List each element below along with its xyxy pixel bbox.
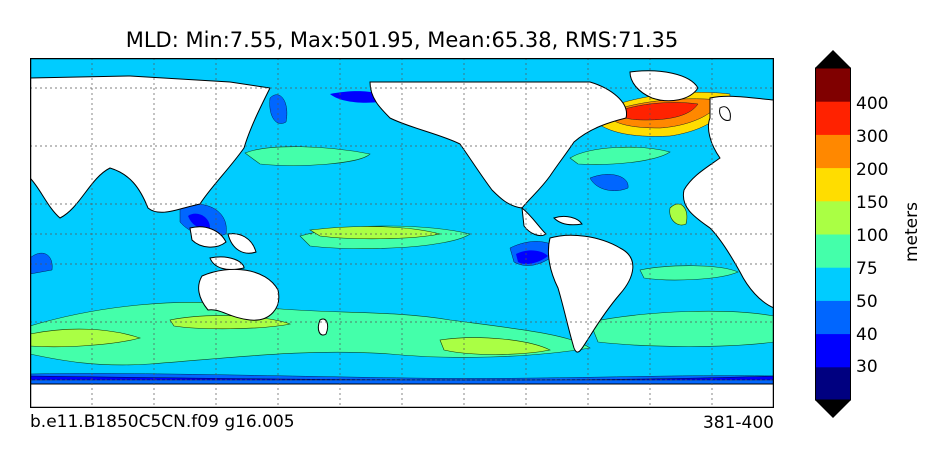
- colorbar-segment: [815, 134, 851, 169]
- year-range: 381-400: [702, 413, 774, 433]
- colorbar-tick-150: 150: [856, 193, 889, 213]
- colorbar-tick-400: 400: [856, 94, 889, 114]
- colorbar-segment: [815, 68, 851, 102]
- colorbar: [815, 50, 851, 418]
- colorbar-segment: [815, 300, 851, 335]
- plot-title: MLD: Min:7.55, Max:501.95, Mean:65.38, R…: [125, 28, 679, 52]
- map-border: [30, 58, 774, 408]
- colorbar-segment: [815, 366, 851, 401]
- band-20-30: [188, 91, 548, 264]
- colorbar-segment: [815, 333, 851, 368]
- colorbar-segment: [815, 267, 851, 301]
- colorbar-segment: [815, 234, 851, 268]
- graticule: [30, 58, 774, 408]
- colorbar-tick-300: 300: [856, 127, 889, 147]
- colorbar-segment: [815, 101, 851, 135]
- case-name: b.e11.B1850C5CN.f09 g16.005: [30, 412, 295, 432]
- colorbar-tick-40: 40: [856, 325, 878, 345]
- colorbar-tick-100: 100: [856, 226, 889, 246]
- colorbar-tick-30: 30: [856, 357, 878, 377]
- mld-map: [30, 58, 774, 408]
- colorbar-tick-200: 200: [856, 160, 889, 180]
- colorbar-under-arrow: [815, 400, 851, 418]
- colorbar-tick-50: 50: [856, 292, 878, 312]
- band-100-150: [30, 203, 688, 355]
- colorbar-label: meters: [902, 202, 922, 262]
- colorbar-segment: [815, 167, 851, 202]
- north-atlantic-deep: [589, 92, 731, 137]
- colorbar-tick-75: 75: [856, 259, 878, 279]
- colorbar-segments: [815, 68, 851, 401]
- colorbar-segment: [815, 200, 851, 235]
- colorbar-over-arrow: [815, 50, 851, 68]
